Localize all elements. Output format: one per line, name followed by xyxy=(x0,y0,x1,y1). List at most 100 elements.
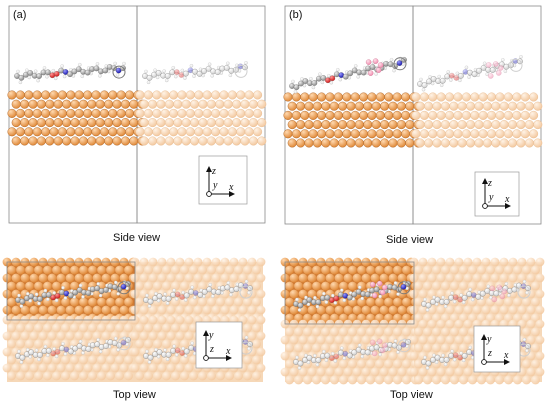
copper-atom xyxy=(291,129,301,139)
copper-atom xyxy=(95,136,105,146)
caption-top-view-a: Top view xyxy=(113,389,156,401)
hydrogen-atom xyxy=(486,284,491,289)
copper-atom xyxy=(20,99,30,109)
copper-atom xyxy=(225,297,234,307)
hydrogen-atom xyxy=(145,349,149,354)
copper-atom xyxy=(508,120,518,130)
copper-atom xyxy=(57,90,67,100)
copper-atom xyxy=(243,371,252,381)
carbon-atom xyxy=(201,289,208,295)
copper-atom xyxy=(423,343,432,353)
copper-atom xyxy=(379,273,389,283)
copper-atom xyxy=(101,347,111,357)
copper-atom xyxy=(526,367,536,377)
carbon-atom xyxy=(156,293,163,299)
carbon-atom xyxy=(28,293,35,300)
copper-atom xyxy=(388,138,398,148)
copper-atom xyxy=(440,101,450,111)
copper-atom xyxy=(20,331,30,341)
copper-atom xyxy=(478,110,488,120)
copper-atom xyxy=(57,127,67,137)
copper-atom xyxy=(70,355,79,365)
copper-atom xyxy=(348,313,357,323)
copper-atom xyxy=(135,90,145,100)
molecule-top-b-periodic-2 xyxy=(293,338,411,370)
carbon-atom xyxy=(373,344,380,351)
copper-atom xyxy=(202,108,212,118)
copper-atom xyxy=(184,363,194,373)
copper-atom xyxy=(157,331,167,341)
copper-atom xyxy=(70,265,79,275)
copper-atom xyxy=(211,127,221,137)
copper-atom xyxy=(428,92,438,102)
copper-atom xyxy=(354,138,364,148)
copper-atom xyxy=(535,273,545,283)
copper-atom xyxy=(495,92,505,102)
oxygen-atom xyxy=(452,294,459,300)
copper-atom xyxy=(393,327,402,337)
copper-atom xyxy=(380,120,390,130)
copper-atom xyxy=(339,313,348,323)
copper-atom xyxy=(508,273,518,283)
copper-atom xyxy=(283,92,293,102)
copper-atom xyxy=(339,327,348,337)
hydrogen-atom xyxy=(342,298,347,303)
copper-atom xyxy=(36,136,46,146)
copper-atom xyxy=(28,118,38,128)
copper-atom xyxy=(185,127,195,137)
copper-atom xyxy=(83,127,93,137)
copper-atom xyxy=(108,127,118,137)
copper-atom xyxy=(307,367,317,377)
hydrogen-atom xyxy=(171,66,176,70)
carbon-atom xyxy=(302,357,308,363)
copper-atom xyxy=(363,120,373,130)
hydrogen-atom xyxy=(504,282,509,286)
hydrogen-atom xyxy=(468,345,472,350)
copper-atom xyxy=(352,273,362,283)
copper-atom xyxy=(441,313,450,323)
copper-atom xyxy=(36,99,46,109)
copper-atom xyxy=(397,351,407,361)
carbon-atom xyxy=(421,82,428,89)
copper-atom xyxy=(119,305,129,315)
copper-atom xyxy=(52,323,61,333)
copper-atom xyxy=(189,281,198,291)
hydrogen-atom xyxy=(147,360,152,364)
copper-atom xyxy=(499,138,509,148)
copper-atom xyxy=(185,90,195,100)
copper-atom xyxy=(70,99,80,109)
carbon-atom xyxy=(493,290,500,297)
copper-atom xyxy=(115,297,124,307)
axis-inset-side-b: z xy xyxy=(474,171,520,217)
copper-atom xyxy=(207,371,216,381)
hydrogen-atom xyxy=(147,304,152,308)
copper-atom xyxy=(190,136,200,146)
copper-atom xyxy=(198,136,208,146)
copper-atom xyxy=(470,110,480,120)
copper-atom xyxy=(512,129,522,139)
copper-atom xyxy=(520,129,530,139)
depth-axis-label: z xyxy=(487,348,492,359)
vertical-axis-label: z xyxy=(487,178,492,189)
copper-atom xyxy=(432,313,441,323)
copper-atom xyxy=(215,136,225,146)
copper-atom xyxy=(91,127,101,137)
copper-atom xyxy=(338,120,348,130)
copper-atom xyxy=(300,110,310,120)
copper-atom xyxy=(454,319,464,329)
copper-atom xyxy=(533,138,543,148)
carbon-atom xyxy=(306,296,313,303)
copper-atom xyxy=(56,363,66,373)
copper-atom xyxy=(243,323,252,333)
copper-atom xyxy=(449,120,459,130)
copper-atom xyxy=(252,355,261,365)
hydrogen-atom xyxy=(174,353,179,357)
copper-atom xyxy=(156,118,166,128)
copper-atom xyxy=(402,313,411,323)
horizontal-arrow-head xyxy=(226,355,232,361)
hydrogen-atom xyxy=(522,337,527,342)
carbon-atom xyxy=(67,292,74,299)
carbon-atom xyxy=(373,286,380,293)
carbon-atom xyxy=(461,353,468,359)
copper-atom xyxy=(289,289,299,299)
